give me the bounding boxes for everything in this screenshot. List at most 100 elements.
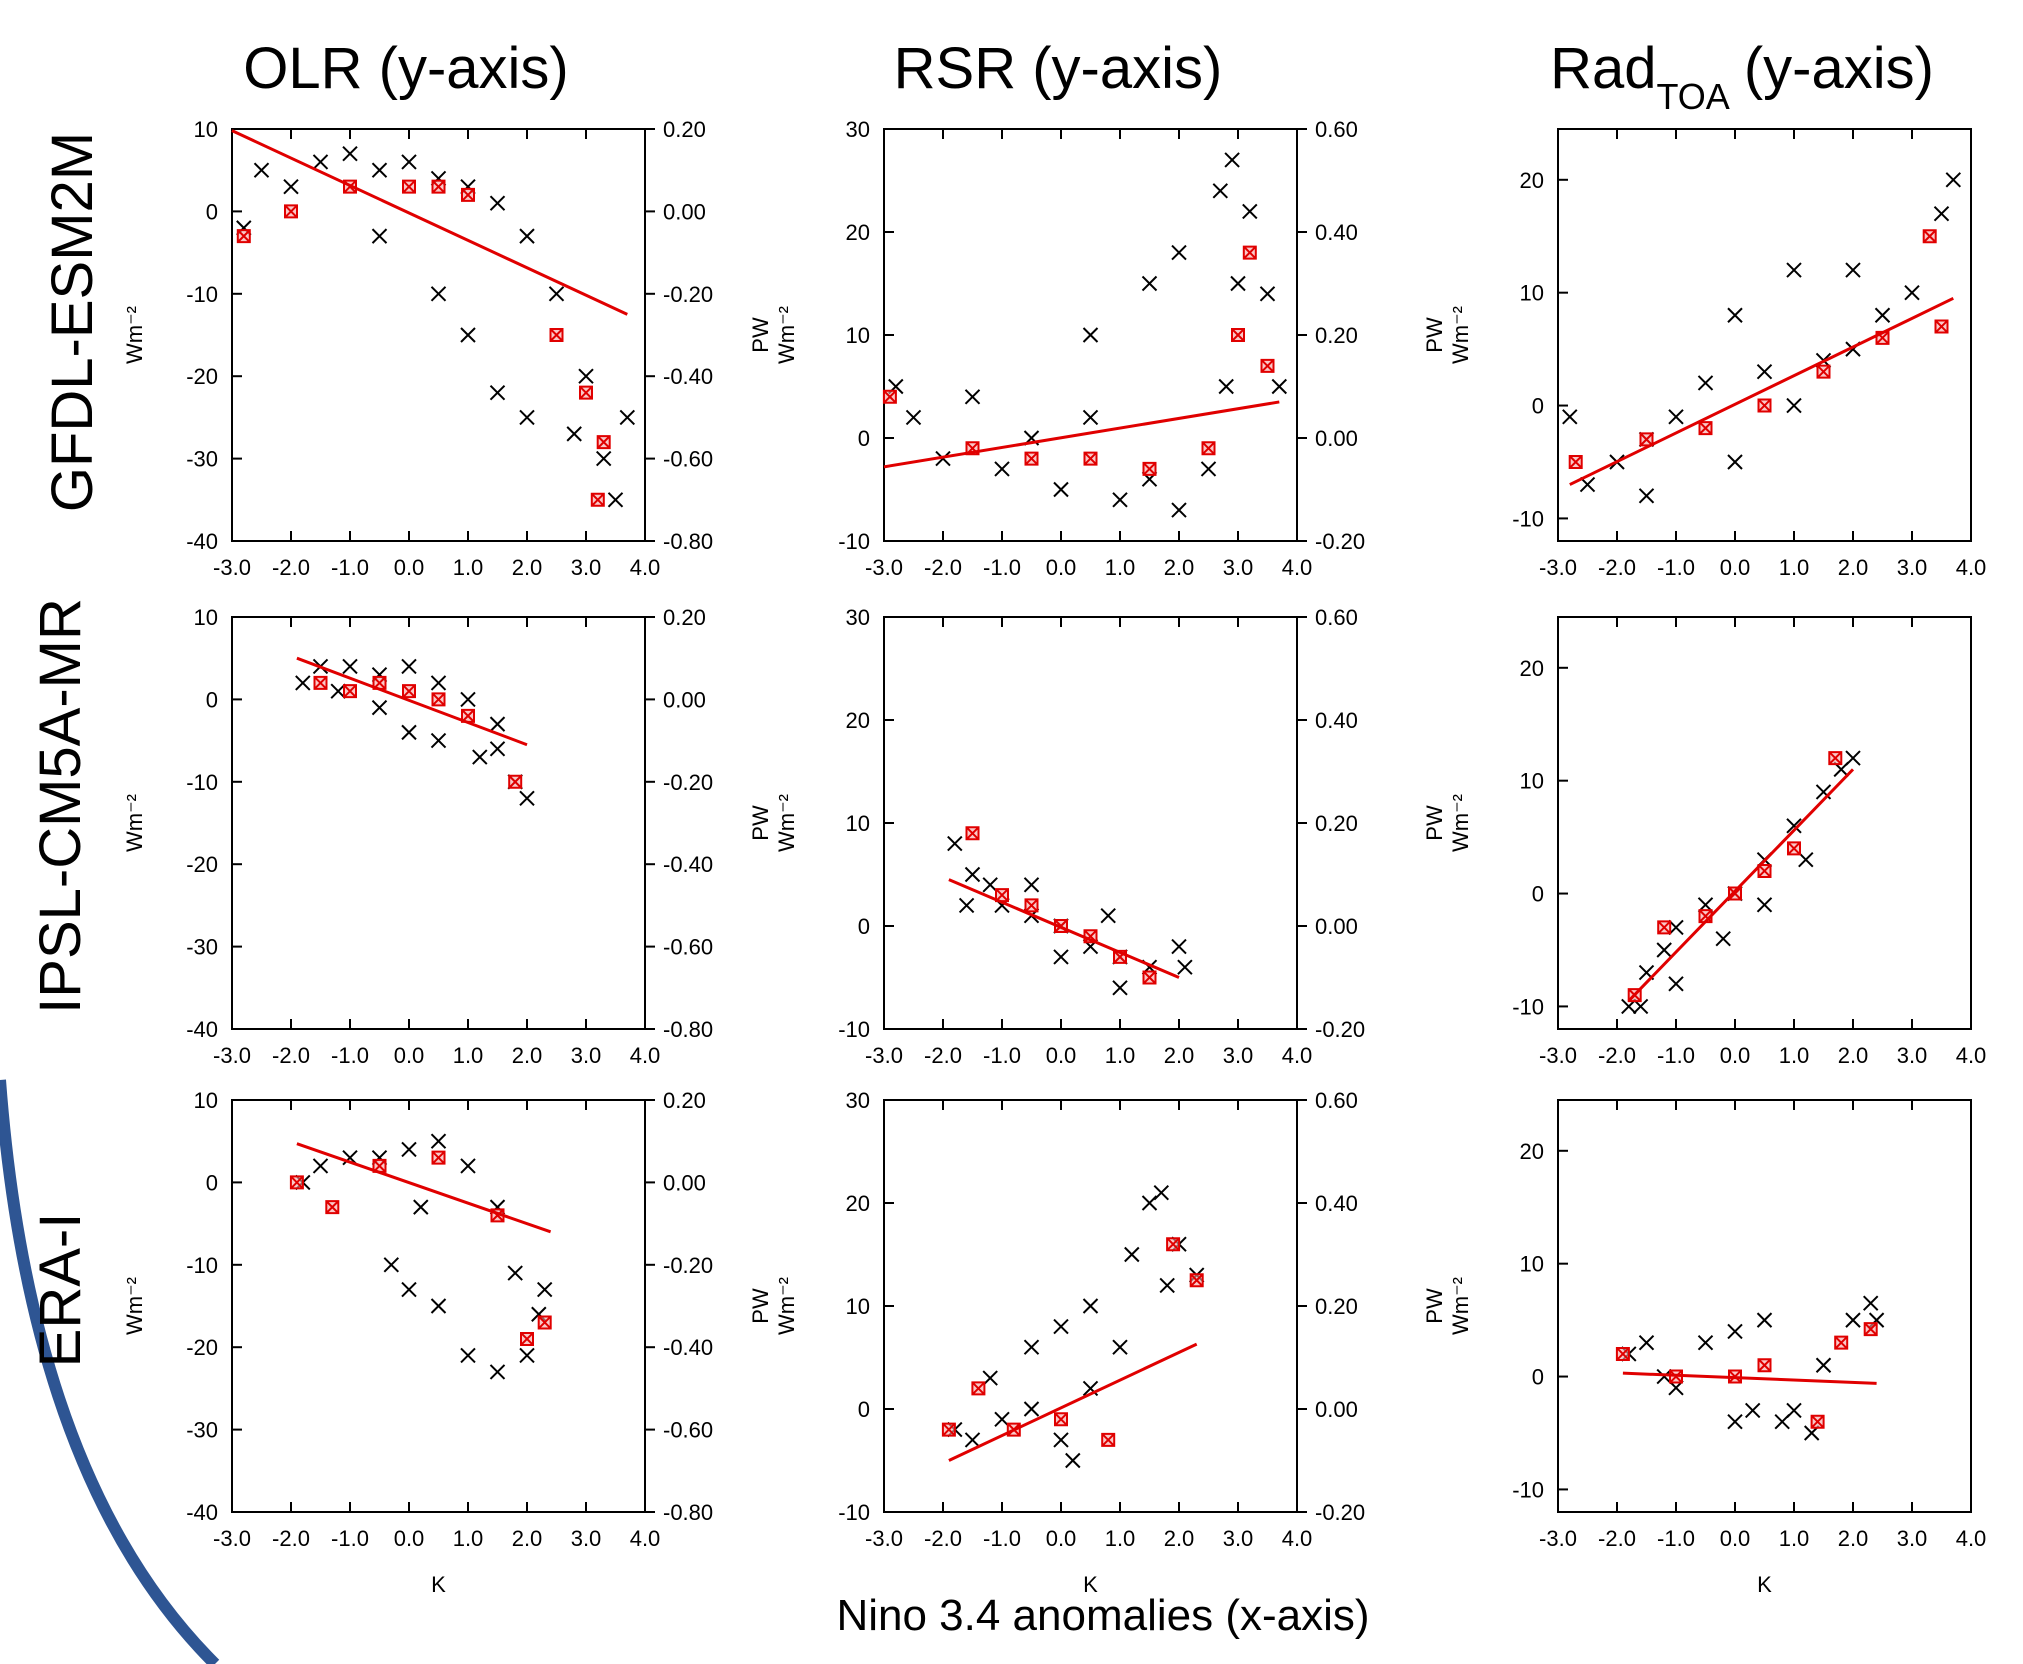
x-tick-label: 1.0	[453, 555, 484, 580]
x-tick-label: -1.0	[331, 1043, 369, 1068]
point	[1945, 172, 1962, 188]
point	[1862, 1295, 1879, 1311]
plot-frame	[1557, 128, 1972, 542]
point	[1177, 959, 1193, 975]
point	[342, 146, 358, 162]
x-tick-label: 2.0	[1164, 1526, 1195, 1551]
point	[401, 658, 417, 675]
x-tick-label: 4.0	[1956, 555, 1987, 580]
y-tick-label: 30	[846, 117, 870, 142]
point-highlight	[1810, 1414, 1825, 1429]
y-tick-label: 20	[1520, 168, 1544, 193]
point-highlight	[1231, 328, 1245, 342]
x-tick-label: 0.0	[1720, 1043, 1751, 1068]
point	[430, 286, 447, 302]
point-highlight	[1828, 751, 1843, 766]
point	[1141, 275, 1158, 292]
y-tick-label: 10	[194, 117, 218, 142]
point	[1171, 244, 1187, 261]
point	[1727, 454, 1743, 470]
point-highlight	[1083, 451, 1098, 466]
y2-tick-label: 0.20	[1315, 323, 1358, 348]
x-tick-label: 4.0	[1956, 1043, 1987, 1068]
point-highlight	[1024, 898, 1039, 913]
point-highlight	[325, 1200, 340, 1215]
y-tick-label: 20	[846, 708, 870, 733]
point	[1023, 1339, 1040, 1355]
x-tick-label: -2.0	[272, 555, 310, 580]
x-tick-label: 3.0	[571, 1526, 602, 1551]
point	[982, 877, 998, 893]
point	[607, 492, 624, 508]
y-tick-label: 0	[206, 687, 218, 712]
fit-line	[296, 656, 528, 747]
y-tick-label: 10	[1520, 769, 1544, 794]
y-tick-label: 20	[1520, 656, 1544, 681]
point	[295, 675, 311, 691]
y-axis-label: Wm⁻²	[122, 306, 147, 364]
x-tick-label: -3.0	[213, 555, 251, 580]
y2-tick-label: 0.40	[1315, 708, 1358, 733]
y-tick-label: 10	[846, 811, 870, 836]
x-tick-label: -1.0	[983, 1043, 1021, 1068]
point-highlight	[1201, 441, 1216, 456]
y-axis-label: PW	[748, 1288, 773, 1324]
point	[460, 1158, 476, 1174]
point-highlight	[289, 1175, 304, 1190]
point-highlight	[549, 328, 564, 342]
point	[1171, 502, 1187, 518]
x-tick-label: 4.0	[1282, 1043, 1313, 1068]
x-tick-label: 0.0	[1720, 555, 1751, 580]
y2-tick-label: -0.80	[663, 529, 713, 554]
y-tick-label: 20	[846, 1191, 870, 1216]
x-tick-label: 3.0	[1223, 1043, 1254, 1068]
point	[1744, 1402, 1761, 1419]
y-axis-label: Wm⁻²	[122, 794, 147, 852]
point	[619, 409, 636, 426]
point	[489, 1364, 506, 1380]
point	[1159, 1277, 1175, 1294]
column-title: OLR (y-axis)	[243, 36, 568, 101]
point	[964, 866, 981, 883]
fit-line	[1622, 1371, 1877, 1385]
y-axis-label: Wm⁻²	[774, 794, 799, 852]
x-tick-label: -2.0	[924, 1043, 962, 1068]
y-tick-label: -10	[1512, 506, 1544, 531]
y-tick-label: -10	[186, 282, 218, 307]
y-axis-label: Wm⁻²	[1448, 306, 1473, 364]
y-tick-label: 10	[846, 1294, 870, 1319]
y-axis-label: PW	[748, 805, 773, 841]
point-highlight	[402, 179, 416, 194]
point-highlight	[1142, 461, 1157, 476]
y-tick-label: -40	[186, 529, 218, 554]
point	[460, 327, 476, 343]
point	[1023, 877, 1040, 893]
x-tick-label: 3.0	[571, 555, 602, 580]
point	[1697, 1334, 1714, 1351]
point	[1271, 378, 1288, 395]
point	[1082, 409, 1099, 426]
x-tick-label: 4.0	[630, 1043, 661, 1068]
point-highlight	[596, 435, 611, 450]
point	[1053, 1432, 1069, 1448]
point	[519, 228, 535, 244]
point	[371, 228, 388, 244]
point	[430, 675, 447, 691]
point	[1562, 409, 1578, 425]
y2-tick-label: 0.20	[663, 1088, 706, 1113]
point	[1200, 461, 1217, 477]
row-title: GFDL-ESM2M	[40, 132, 105, 512]
point	[519, 409, 535, 426]
column-title: RSR (y-axis)	[894, 36, 1223, 101]
y-axis-label: Wm⁻²	[1448, 794, 1473, 852]
point	[1053, 1318, 1069, 1335]
fit-line	[296, 1142, 552, 1234]
y2-tick-label: 0.00	[1315, 914, 1358, 939]
y2-tick-label: -0.80	[663, 1017, 713, 1042]
point-highlight	[1054, 1412, 1068, 1427]
point	[1715, 930, 1731, 947]
x-tick-label: -3.0	[865, 1043, 903, 1068]
column-title: RadTOA (y-axis)	[1550, 36, 1934, 117]
x-tick-label: 2.0	[1164, 555, 1195, 580]
x-tick-label: -3.0	[865, 555, 903, 580]
